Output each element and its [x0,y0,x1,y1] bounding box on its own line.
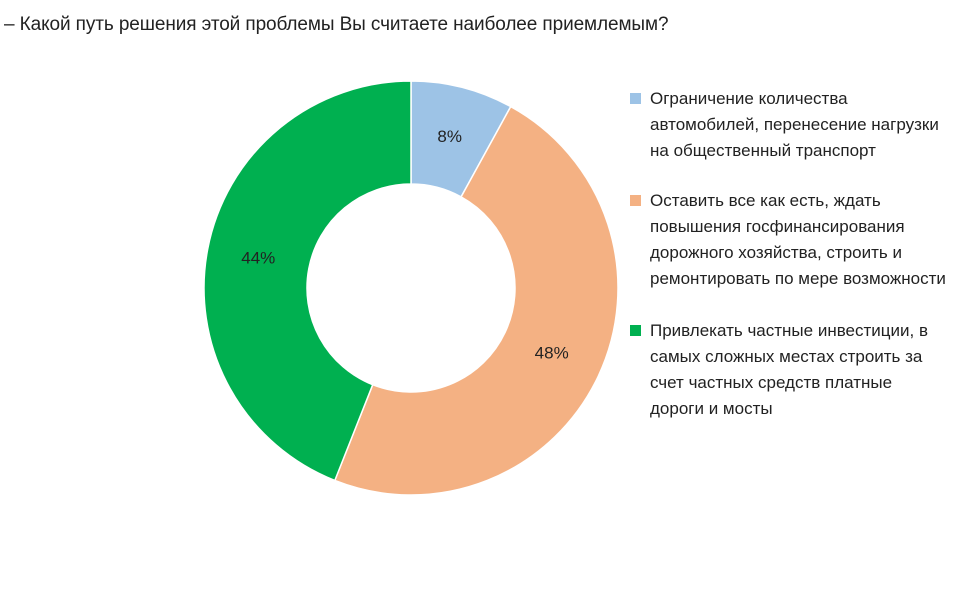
legend-label: Ограничение количества автомобилей, пере… [650,89,939,160]
slice-value-label: 8% [437,127,462,146]
legend-swatch-icon [630,325,641,336]
slice-status-quo [333,105,619,496]
chart-title: – Какой путь решения этой проблемы Вы сч… [4,14,669,35]
legend: Ограничение количества автомобилей, пере… [630,86,950,448]
legend-label: Оставить все как есть, ждать повышения г… [650,191,946,288]
slice-value-label: 44% [241,248,275,267]
legend-label: Привлекать частные инвестиции, в самых с… [650,321,928,418]
slice-value-label: 48% [535,344,569,363]
slice-private-investment [203,80,412,482]
legend-item-transport: Ограничение количества автомобилей, пере… [630,86,950,164]
legend-item-status-quo: Оставить все как есть, ждать повышения г… [630,188,950,292]
legend-swatch-icon [630,93,641,104]
legend-swatch-icon [630,195,641,206]
legend-item-private-investment: Привлекать частные инвестиции, в самых с… [630,318,950,422]
